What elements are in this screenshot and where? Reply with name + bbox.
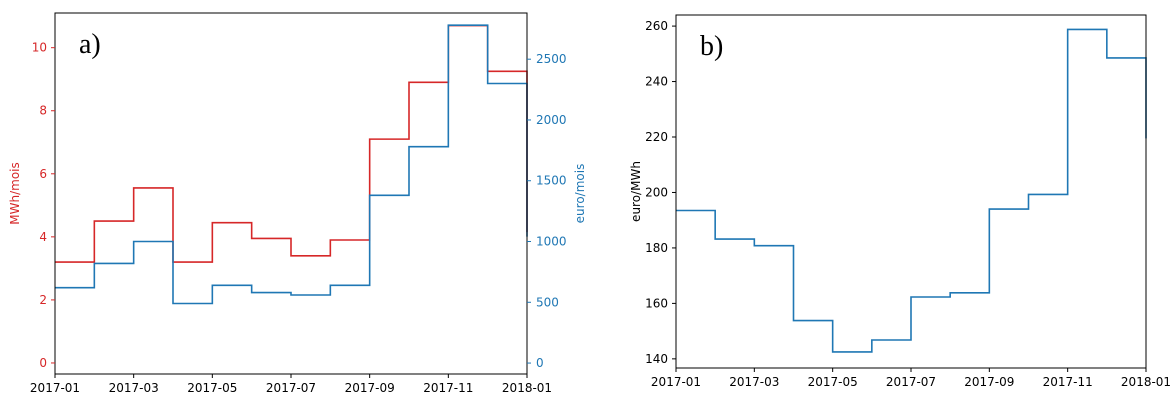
x-tick-label: 2017-01 <box>30 381 80 395</box>
y-tick-label: 4 <box>39 230 47 244</box>
x-tick-label: 2017-11 <box>423 381 473 395</box>
x-tick-label: 2017-09 <box>345 381 395 395</box>
y-tick-label: 240 <box>645 75 668 89</box>
x-tick-label: 2017-07 <box>886 375 936 389</box>
x-tick-label: 2018-01 <box>1121 375 1171 389</box>
panel-label: b) <box>700 31 723 62</box>
y-tick-label: 6 <box>39 167 47 181</box>
x-tick-label: 2017-11 <box>1043 375 1093 389</box>
y-axis-title: MWh/mois <box>8 162 22 224</box>
y2-axis-title: euro/mois <box>573 164 587 224</box>
x-tick-label: 2018-01 <box>502 381 552 395</box>
x-tick-label: 2017-05 <box>808 375 858 389</box>
y-tick-label: 10 <box>32 41 47 55</box>
x-tick-label: 2017-07 <box>266 381 316 395</box>
y2-tick-label: 1000 <box>536 235 567 249</box>
y2-tick-label: 0 <box>536 356 544 370</box>
y-tick-label: 200 <box>645 185 668 199</box>
y-tick-label: 160 <box>645 296 668 310</box>
series-line-right <box>55 24 528 305</box>
x-tick-label: 2017-05 <box>187 381 237 395</box>
y-tick-label: 140 <box>645 352 668 366</box>
y-tick-label: 8 <box>39 104 47 118</box>
y2-tick-label: 1500 <box>536 174 567 188</box>
y-tick-label: 260 <box>645 19 668 33</box>
y-tick-label: 180 <box>645 241 668 255</box>
x-tick-label: 2017-03 <box>109 381 159 395</box>
chart-panel-b: 2017-01 2017-03 2017-05 2017-07 2017-09 2017-… <box>629 14 1171 389</box>
y2-tick-label: 2000 <box>536 113 567 127</box>
chart-panel-a: 2017-01 2017-03 2017-05 2017-07 2017-09 2017-… <box>8 12 587 395</box>
plot-frame <box>54 12 528 375</box>
x-tick-label: 2017-09 <box>964 375 1014 389</box>
y2-tick-label: 2500 <box>536 52 567 66</box>
series-line-main <box>676 28 1147 353</box>
x-tick-label: 2017-03 <box>729 375 779 389</box>
y2-tick-label: 500 <box>536 295 559 309</box>
y-tick-label: 220 <box>645 130 668 144</box>
y-axis-title: euro/MWh <box>629 161 643 222</box>
panel-label: a) <box>79 29 101 60</box>
y-tick-label: 0 <box>39 356 47 370</box>
series-line-left <box>55 24 528 263</box>
y-tick-label: 2 <box>39 293 47 307</box>
x-tick-label: 2017-01 <box>651 375 701 389</box>
